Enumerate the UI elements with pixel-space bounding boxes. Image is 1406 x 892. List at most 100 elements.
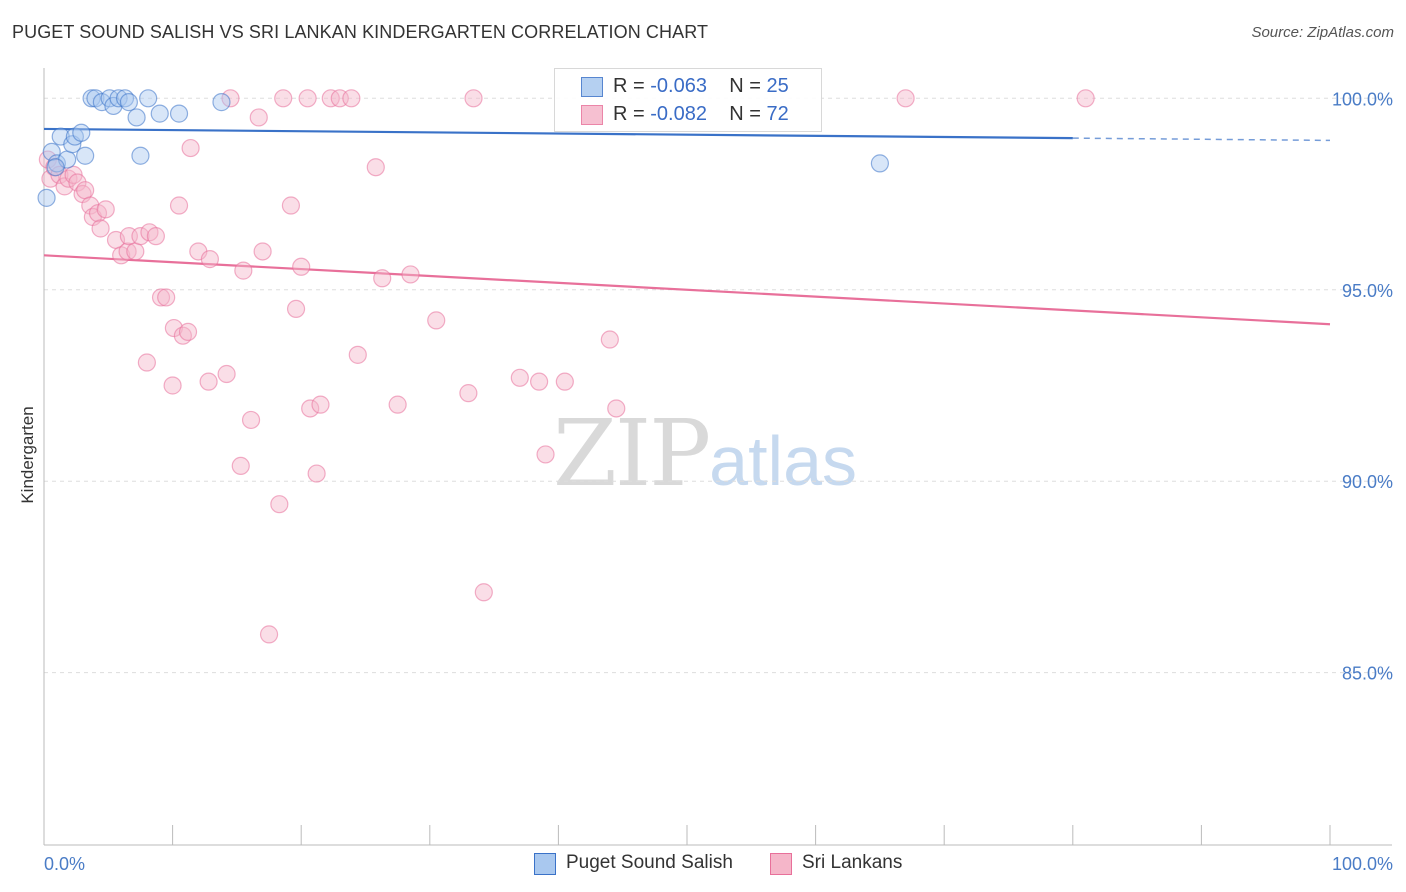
point-sri-lankans [96,200,115,219]
source-credit: Source: ZipAtlas.com [1251,24,1394,41]
legend-row-sri-lankans: R = -0.082 N = 72 [555,101,821,129]
point-puget-sound-salish [42,142,61,162]
point-puget-sound-salish [212,93,231,112]
point-sri-lankans [555,372,574,391]
point-sri-lankans [311,395,330,414]
point-sri-lankans [151,288,171,307]
point-sri-lankans [221,89,240,108]
point-sri-lankans [1076,89,1095,108]
point-sri-lankans [464,89,483,108]
point-sri-lankans [91,219,110,238]
point-puget-sound-salish [109,89,128,108]
point-puget-sound-salish [870,154,890,173]
point-sri-lankans [169,196,189,215]
point-sri-lankans [401,265,420,284]
point-sri-lankans [373,269,392,288]
point-puget-sound-salish [72,123,91,142]
legend-r-label: R = [613,103,651,125]
y-tick-label: 100.0% [1332,89,1393,109]
correlation-legend: R = -0.063 N = 25 R = -0.082 N = 72 [554,68,822,132]
point-puget-sound-salish [139,89,158,108]
legend-row-puget-sound-salish: R = -0.063 N = 25 [555,73,821,101]
legend-n-label: N = [729,75,767,97]
point-sri-lankans [366,158,385,177]
legend-r-label: R = [613,75,651,97]
point-puget-sound-salish [82,89,101,108]
legend-swatch-pink [581,105,603,125]
point-sri-lankans [68,173,87,192]
point-puget-sound-salish [76,146,95,165]
trend-line-puget-sound-salish [43,127,1073,140]
tick-labels: 85.0% 90.0% 95.0% 100.0% 0.0% 100.0% [44,89,1393,874]
trend-extension-puget-sound-salish [1072,137,1331,142]
point-sri-lankans [342,89,361,108]
point-sri-lankans [536,445,555,464]
point-sri-lankans [270,495,289,514]
point-sri-lankans [530,372,549,391]
point-sri-lankans [199,372,218,391]
point-sri-lankans [126,242,145,261]
point-sri-lankans [163,376,182,395]
axes [43,68,1392,846]
point-sri-lankans [41,169,60,188]
point-sri-lankans [131,227,150,246]
point-puget-sound-salish [131,146,150,165]
y-tick-label: 85.0% [1342,664,1393,684]
legend-swatch-pink [770,853,792,875]
point-puget-sound-salish [37,188,56,207]
data-points [37,89,1095,644]
point-sri-lankans [298,89,317,108]
point-puget-sound-salish [150,104,169,123]
point-sri-lankans [217,364,236,384]
point-puget-sound-salish [169,104,189,123]
point-sri-lankans [388,395,407,414]
point-puget-sound-salish [127,108,146,127]
legend-swatch-blue [581,77,603,97]
point-sri-lankans [286,299,306,319]
chart-title: PUGET SOUND SALISH VS SRI LANKAN KINDERG… [12,22,709,42]
x-tick-label: 0.0% [44,854,85,874]
point-sri-lankans [301,399,320,418]
point-sri-lankans [81,196,100,215]
legend-label: Puget Sound Salish [566,852,733,873]
point-sri-lankans [348,345,367,364]
point-sri-lankans [896,89,915,108]
legend-r-value: -0.063 [650,75,707,97]
point-sri-lankans [181,138,200,158]
point-sri-lankans [259,625,279,644]
point-sri-lankans [146,227,165,246]
point-sri-lankans [178,322,198,341]
point-sri-lankans [241,410,261,430]
point-sri-lankans [118,242,137,261]
y-tick-label: 95.0% [1342,281,1393,301]
point-sri-lankans [600,330,619,349]
gridlines [44,97,1392,674]
y-tick-label: 90.0% [1342,472,1393,492]
point-sri-lankans [274,89,293,108]
point-sri-lankans [510,368,529,387]
point-sri-lankans [231,456,250,476]
point-sri-lankans [137,353,156,372]
point-sri-lankans [307,464,326,483]
point-sri-lankans [249,108,268,127]
point-sri-lankans [292,257,311,276]
point-sri-lankans [253,242,272,261]
legend-swatch-blue [534,853,556,875]
point-sri-lankans [474,583,493,602]
point-sri-lankans [281,196,301,215]
trend-lines [43,127,1331,326]
legend-n-value: 25 [766,75,789,97]
point-sri-lankans [76,181,95,200]
trend-line-sri-lankans [43,254,1331,326]
series-legend: Puget Sound Salish Sri Lankans [0,852,1406,878]
legend-label: Sri Lankans [802,852,903,873]
point-sri-lankans [607,399,626,418]
point-puget-sound-salish [119,93,138,112]
legend-r-value: -0.082 [650,103,707,125]
x-tick-label: 100.0% [1332,854,1393,874]
point-sri-lankans [459,384,478,403]
point-sri-lankans [157,288,176,307]
point-sri-lankans [234,261,253,280]
legend-n-value: 72 [766,103,789,125]
